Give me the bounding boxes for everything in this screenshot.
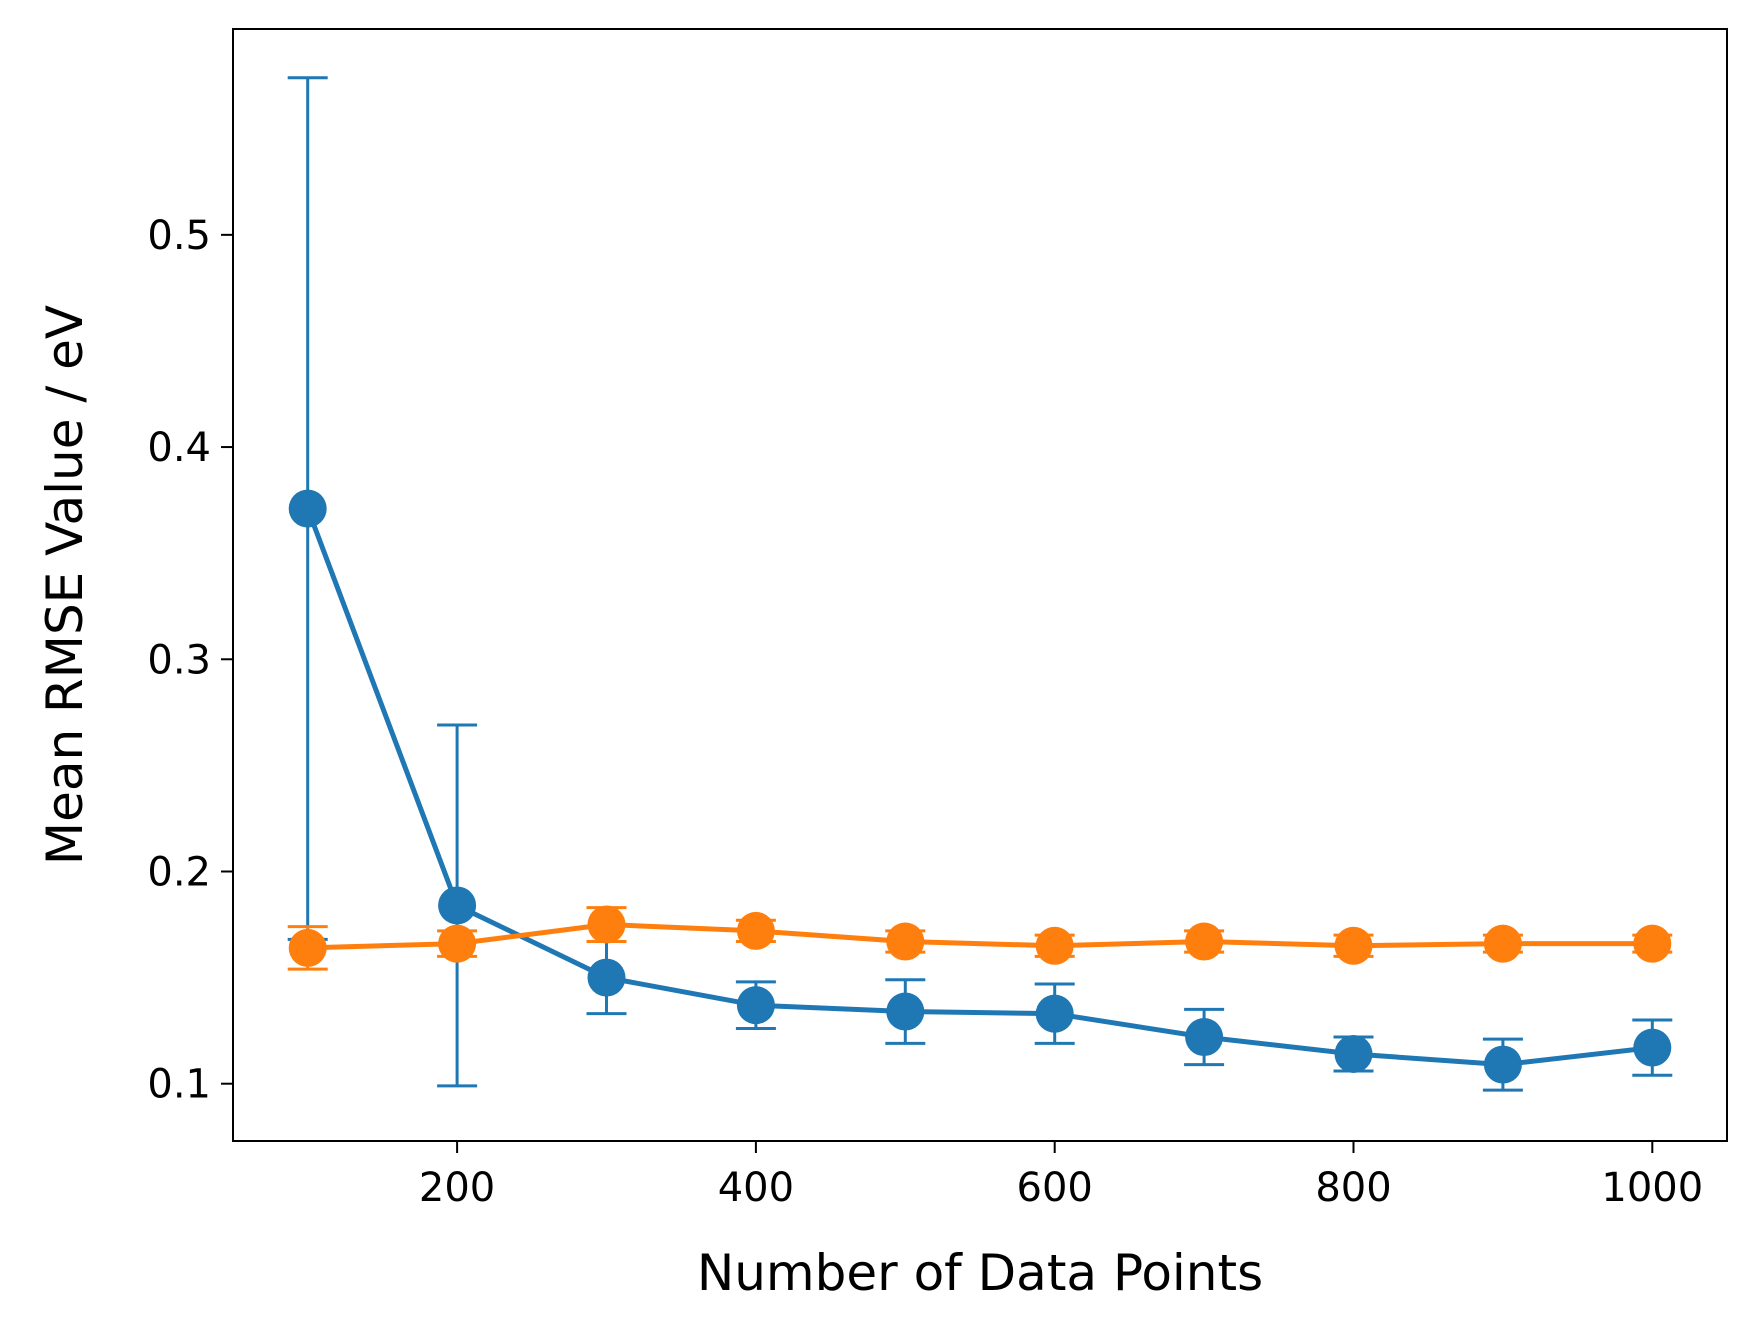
x-tick-label: 400 bbox=[718, 1165, 794, 1211]
data-point bbox=[1633, 1028, 1672, 1067]
data-point bbox=[1035, 926, 1074, 965]
y-tick-label: 0.1 bbox=[147, 1062, 211, 1108]
data-point bbox=[1035, 994, 1074, 1033]
data-point bbox=[438, 924, 477, 963]
data-point bbox=[1334, 1034, 1373, 1073]
x-tick-label: 800 bbox=[1315, 1165, 1391, 1211]
data-point bbox=[288, 489, 327, 528]
series-1 bbox=[287, 76, 1673, 1092]
data-point bbox=[288, 928, 327, 967]
data-point bbox=[886, 992, 925, 1031]
data-point bbox=[1185, 922, 1224, 961]
data-point bbox=[587, 958, 626, 997]
y-axis-label: Mean RMSE Value / eV bbox=[36, 305, 94, 865]
y-tick-label: 0.3 bbox=[147, 637, 211, 683]
plot-frame bbox=[232, 28, 1728, 1142]
data-point bbox=[736, 986, 775, 1025]
data-point bbox=[1483, 924, 1522, 963]
x-axis-label: Number of Data Points bbox=[697, 1244, 1263, 1302]
series-layer bbox=[287, 76, 1673, 1092]
data-point bbox=[438, 886, 477, 925]
series-line bbox=[307, 922, 1653, 951]
data-point bbox=[1185, 1018, 1224, 1057]
data-point bbox=[587, 905, 626, 944]
x-tick-label: 200 bbox=[419, 1165, 495, 1211]
data-point bbox=[1483, 1045, 1522, 1084]
y-tick-label: 0.5 bbox=[147, 213, 211, 259]
y-tick-label: 0.2 bbox=[147, 849, 211, 895]
data-point bbox=[736, 911, 775, 950]
y-tick-label: 0.4 bbox=[147, 425, 211, 471]
data-point bbox=[1633, 924, 1672, 963]
series-line bbox=[305, 507, 1653, 1068]
data-point bbox=[1334, 926, 1373, 965]
x-tick-label: 600 bbox=[1017, 1165, 1093, 1211]
x-tick-label: 1000 bbox=[1601, 1165, 1703, 1211]
data-point bbox=[886, 922, 925, 961]
series-2 bbox=[287, 905, 1673, 971]
ticks-layer: 200 400 600 800 1000 0.1 0.2 0.3 0.4 0.5 bbox=[147, 213, 1703, 1211]
